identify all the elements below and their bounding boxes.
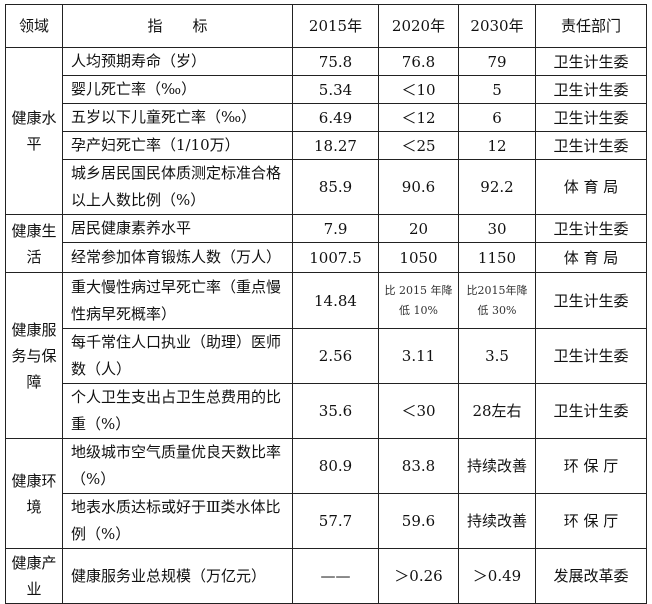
- indicator-cell: 城乡居民国民体质测定标准合格以上人数比例（%）: [62, 159, 293, 215]
- table-row: 健康生活 居民健康素养水平 7.9 20 30 卫生计生委: [5, 214, 647, 273]
- dept-cell: 卫生计生委: [535, 103, 647, 132]
- header-2015: 2015年: [292, 4, 379, 48]
- dept-cell: 卫生计生委: [535, 383, 647, 439]
- domain-cell: 健康产业: [5, 548, 63, 604]
- value-2020: ＜10: [378, 75, 459, 104]
- value-2030: ＞0.49: [458, 548, 536, 604]
- value-2015: 75.8: [292, 47, 379, 76]
- value-2030: 30: [458, 214, 536, 243]
- value-2030: 12: [458, 131, 536, 160]
- indicator-cell: 地表水质达标或好于Ⅲ类水体比例（%）: [62, 493, 293, 549]
- table-row: 地表水质达标或好于Ⅲ类水体比例（%） 57.7 59.6 持续改善环 保 厅: [6, 493, 647, 549]
- value-2015: 35.6: [292, 383, 379, 439]
- value-2020: ＜12: [378, 103, 459, 132]
- header-2030: 2030年: [458, 4, 536, 48]
- value-2020: 1050: [378, 242, 459, 273]
- dept-cell: 环 保 厅: [535, 493, 647, 549]
- value-2015: 14.84: [292, 272, 379, 329]
- indicator-cell: 个人卫生支出占卫生总费用的比重（%）: [62, 383, 293, 439]
- value-2015: 5.34: [292, 75, 379, 104]
- indicator-cell: 居民健康素养水平: [62, 214, 293, 243]
- domain-cell: 健康环境: [5, 438, 63, 549]
- value-2020: 3.11: [378, 328, 459, 384]
- domain-cell: 健康水平: [5, 47, 63, 215]
- dept-cell: 体 育 局: [535, 159, 647, 215]
- value-2030: 6: [458, 103, 536, 132]
- value-2020: 76.8: [378, 47, 459, 76]
- table-row: 健康产业 健康服务业总规模（万亿元） —— ＞0.26 ＞0.49 发展改革委: [5, 548, 647, 604]
- value-2015: 7.9: [292, 214, 379, 243]
- dept-cell: 环 保 厅: [535, 438, 647, 494]
- value-2015: 85.9: [292, 159, 379, 215]
- indicator-cell: 健康服务业总规模（万亿元）: [62, 548, 293, 604]
- table-row: 健康环境 地级城市空气质量优良天数比率（%） 80.9 83.8 持续改善环 保 厅: [5, 438, 647, 549]
- indicator-cell: 孕产妇死亡率（1/10万）: [62, 131, 293, 160]
- value-2030: 28左右: [458, 383, 536, 439]
- value-2030: 3.5: [458, 328, 536, 384]
- value-2015: ——: [292, 548, 379, 604]
- value-2020: 20: [378, 214, 459, 243]
- value-2020: ＜30: [378, 383, 459, 439]
- table-row: 城乡居民国民体质测定标准合格以上人数比例（%） 85.9 90.6 92.2 体 育 局: [6, 159, 647, 215]
- indicator-cell: 每千常住人口执业（助理）医师数（人）: [62, 328, 293, 384]
- header-indicator: 指 标: [62, 4, 293, 48]
- value-2015: 57.7: [292, 493, 379, 549]
- value-2020: 比 2015 年降低 10%: [378, 272, 459, 329]
- indicator-cell: 婴儿死亡率（‰）: [62, 75, 293, 104]
- value-2030: 持续改善: [458, 438, 536, 494]
- value-2015: 2.56: [292, 328, 379, 384]
- domain-cell: 健康服务与保障: [5, 272, 63, 439]
- table-row: 婴儿死亡率（‰） 5.34 ＜10 5 卫生计生委: [6, 75, 647, 104]
- header-domain: 领域: [5, 4, 63, 48]
- dept-cell: 卫生计生委: [535, 328, 647, 384]
- value-2020: 90.6: [378, 159, 459, 215]
- table-row: 健康服务与保障 重大慢性病过早死亡率（重点慢性病早死概率） 14.84 比 2015 …: [5, 272, 647, 439]
- table-row: 健康水平 人均预期寿命（岁） 75.8 76.8 79 卫生计生委: [5, 47, 647, 215]
- table-row: 每千常住人口执业（助理）医师数（人） 2.56 3.11 3.5 卫生计生委: [6, 328, 647, 384]
- dept-cell: 体 育 局: [535, 242, 647, 273]
- value-2030: 比2015年降低 30%: [458, 272, 536, 329]
- value-2030: 79: [458, 47, 536, 76]
- value-2015: 6.49: [292, 103, 379, 132]
- value-2015: 1007.5: [292, 242, 379, 273]
- dept-cell: 卫生计生委: [535, 131, 647, 160]
- indicator-cell: 人均预期寿命（岁）: [62, 47, 293, 76]
- table-row: 经常参加体育锻炼人数（万人） 1007.5 1050 1150 体 育 局: [6, 242, 647, 273]
- value-2020: 59.6: [378, 493, 459, 549]
- indicator-cell: 地级城市空气质量优良天数比率（%）: [62, 438, 293, 494]
- header-dept: 责任部门: [535, 4, 647, 48]
- header-row: 领域指 标 2015年 2020年 2030年 责任部门: [5, 4, 647, 48]
- domain-cell: 健康生活: [5, 214, 63, 273]
- table-row: 孕产妇死亡率（1/10万） 18.27 ＜25 12 卫生计生委: [6, 131, 647, 160]
- value-2030: 5: [458, 75, 536, 104]
- dept-cell: 发展改革委: [535, 548, 647, 604]
- dept-cell: 卫生计生委: [535, 75, 647, 104]
- value-2020: 83.8: [378, 438, 459, 494]
- header-2020: 2020年: [378, 4, 459, 48]
- value-2030: 持续改善: [458, 493, 536, 549]
- value-2020: ＜25: [378, 131, 459, 160]
- dept-cell: 卫生计生委: [535, 47, 647, 76]
- dept-cell: 卫生计生委: [535, 272, 647, 329]
- value-2030: 92.2: [458, 159, 536, 215]
- table-row: 个人卫生支出占卫生总费用的比重（%） 35.6 ＜30 28左右 卫生计生委: [6, 383, 647, 439]
- indicator-cell: 五岁以下儿童死亡率（‰）: [62, 103, 293, 132]
- value-2015: 18.27: [292, 131, 379, 160]
- dept-cell: 卫生计生委: [535, 214, 647, 243]
- health-indicators-table: 领域指 标 2015年 2020年 2030年 责任部门 健康水平 人均预期寿命（岁） 75.…: [5, 4, 647, 604]
- value-2030: 1150: [458, 242, 536, 273]
- value-2015: 80.9: [292, 438, 379, 494]
- indicator-cell: 经常参加体育锻炼人数（万人）: [62, 242, 293, 273]
- value-2020: ＞0.26: [378, 548, 459, 604]
- indicator-cell: 重大慢性病过早死亡率（重点慢性病早死概率）: [62, 272, 293, 329]
- table-row: 五岁以下儿童死亡率（‰） 6.49 ＜12 6 卫生计生委: [6, 103, 647, 132]
